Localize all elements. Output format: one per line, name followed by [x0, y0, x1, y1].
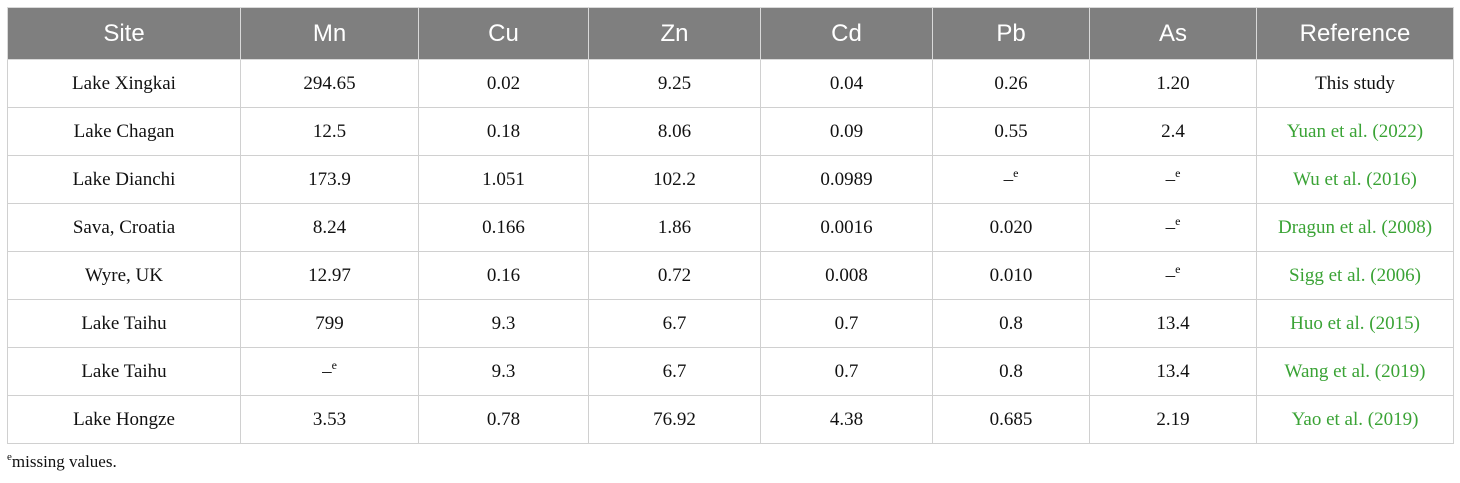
- cell-cu: 9.3: [418, 299, 589, 348]
- table-row: Lake Taihu 799 9.3 6.7 0.7 0.8 13.4 Huo et al. …: [7, 299, 1454, 348]
- cell-site: Sava, Croatia: [7, 203, 241, 252]
- cell-zn: 9.25: [588, 59, 761, 108]
- cell-as: –e: [1089, 251, 1257, 300]
- cell-reference: This study: [1256, 59, 1454, 108]
- cell-pb: 0.020: [932, 203, 1090, 252]
- cell-cd: 0.04: [760, 59, 933, 108]
- cell-reference[interactable]: Yuan et al. (2022): [1256, 107, 1454, 156]
- table-row: Wyre, UK 12.97 0.16 0.72 0.008 0.010 –e Sigg et…: [7, 251, 1454, 300]
- cell-site: Lake Taihu: [7, 347, 241, 396]
- header-as: As: [1089, 7, 1257, 60]
- cell-reference[interactable]: Yao et al. (2019): [1256, 395, 1454, 444]
- cell-pb: 0.55: [932, 107, 1090, 156]
- cell-site: Lake Taihu: [7, 299, 241, 348]
- header-site: Site: [7, 7, 241, 60]
- header-mn: Mn: [240, 7, 419, 60]
- cell-pb: 0.685: [932, 395, 1090, 444]
- cell-mn: 12.5: [240, 107, 419, 156]
- cell-site: Wyre, UK: [7, 251, 241, 300]
- cell-cu: 9.3: [418, 347, 589, 396]
- header-zn: Zn: [588, 7, 761, 60]
- cell-pb: 0.8: [932, 347, 1090, 396]
- cell-pb: 0.26: [932, 59, 1090, 108]
- footnote-text: missing values.: [11, 452, 117, 471]
- cell-mn: 12.97: [240, 251, 419, 300]
- missing-dash: –: [1165, 216, 1176, 238]
- cell-zn: 1.86: [588, 203, 761, 252]
- missing-dash: –: [1165, 168, 1176, 190]
- cell-site: Lake Dianchi: [7, 155, 241, 204]
- cell-cu: 0.18: [418, 107, 589, 156]
- table-header-row: Site Mn Cu Zn Cd Pb As Reference: [7, 7, 1454, 60]
- cell-pb: 0.8: [932, 299, 1090, 348]
- cell-cd: 0.7: [760, 347, 933, 396]
- cell-site: Lake Xingkai: [7, 59, 241, 108]
- cell-cd: 0.0016: [760, 203, 933, 252]
- header-pb: Pb: [932, 7, 1090, 60]
- data-table-container: Site Mn Cu Zn Cd Pb As Reference Lake Xi…: [7, 7, 1454, 444]
- cell-cu: 1.051: [418, 155, 589, 204]
- cell-zn: 102.2: [588, 155, 761, 204]
- table-row: Lake Hongze 3.53 0.78 76.92 4.38 0.685 2.19 Yao…: [7, 395, 1454, 444]
- cell-reference[interactable]: Dragun et al. (2008): [1256, 203, 1454, 252]
- footnote: emissing values.: [7, 452, 117, 472]
- cell-mn: 173.9: [240, 155, 419, 204]
- table-row: Sava, Croatia 8.24 0.166 1.86 0.0016 0.020 –e D…: [7, 203, 1454, 252]
- cell-as: 13.4: [1089, 299, 1257, 348]
- cell-pb: 0.010: [932, 251, 1090, 300]
- cell-cu: 0.166: [418, 203, 589, 252]
- cell-as: 1.20: [1089, 59, 1257, 108]
- cell-as: 13.4: [1089, 347, 1257, 396]
- table-row: Lake Chagan 12.5 0.18 8.06 0.09 0.55 2.4 Yuan e…: [7, 107, 1454, 156]
- heavy-metals-table: Site Mn Cu Zn Cd Pb As Reference Lake Xi…: [7, 7, 1454, 444]
- cell-cd: 0.09: [760, 107, 933, 156]
- cell-zn: 76.92: [588, 395, 761, 444]
- table-body: Lake Xingkai 294.65 0.02 9.25 0.04 0.26 1.20 Th…: [7, 59, 1454, 444]
- cell-mn: 8.24: [240, 203, 419, 252]
- missing-marker: e: [331, 357, 337, 372]
- cell-zn: 6.7: [588, 347, 761, 396]
- cell-as: 2.19: [1089, 395, 1257, 444]
- missing-marker: e: [1175, 261, 1181, 276]
- missing-marker: e: [1175, 213, 1181, 228]
- cell-mn: 3.53: [240, 395, 419, 444]
- cell-site: Lake Chagan: [7, 107, 241, 156]
- cell-cd: 0.008: [760, 251, 933, 300]
- cell-mn: –e: [240, 347, 419, 396]
- missing-dash: –: [1003, 168, 1014, 190]
- header-cd: Cd: [760, 7, 933, 60]
- missing-dash: –: [1165, 264, 1176, 286]
- missing-marker: e: [1013, 165, 1019, 180]
- footnote-marker: e: [7, 451, 12, 463]
- cell-pb: –e: [932, 155, 1090, 204]
- cell-cu: 0.02: [418, 59, 589, 108]
- cell-site: Lake Hongze: [7, 395, 241, 444]
- cell-zn: 6.7: [588, 299, 761, 348]
- cell-as: 2.4: [1089, 107, 1257, 156]
- cell-mn: 294.65: [240, 59, 419, 108]
- cell-cu: 0.16: [418, 251, 589, 300]
- header-reference: Reference: [1256, 7, 1454, 60]
- cell-zn: 0.72: [588, 251, 761, 300]
- table-row: Lake Xingkai 294.65 0.02 9.25 0.04 0.26 1.20 Th…: [7, 59, 1454, 108]
- cell-cd: 0.0989: [760, 155, 933, 204]
- cell-as: –e: [1089, 155, 1257, 204]
- table-row: Lake Taihu –e 9.3 6.7 0.7 0.8 13.4 Wang et al. …: [7, 347, 1454, 396]
- cell-cd: 4.38: [760, 395, 933, 444]
- cell-cd: 0.7: [760, 299, 933, 348]
- cell-reference[interactable]: Sigg et al. (2006): [1256, 251, 1454, 300]
- cell-as: –e: [1089, 203, 1257, 252]
- table-row: Lake Dianchi 173.9 1.051 102.2 0.0989 –e –e Wu …: [7, 155, 1454, 204]
- cell-mn: 799: [240, 299, 419, 348]
- header-cu: Cu: [418, 7, 589, 60]
- cell-zn: 8.06: [588, 107, 761, 156]
- cell-reference[interactable]: Huo et al. (2015): [1256, 299, 1454, 348]
- cell-cu: 0.78: [418, 395, 589, 444]
- missing-dash: –: [322, 360, 332, 382]
- missing-marker: e: [1175, 165, 1181, 180]
- cell-reference[interactable]: Wu et al. (2016): [1256, 155, 1454, 204]
- cell-reference[interactable]: Wang et al. (2019): [1256, 347, 1454, 396]
